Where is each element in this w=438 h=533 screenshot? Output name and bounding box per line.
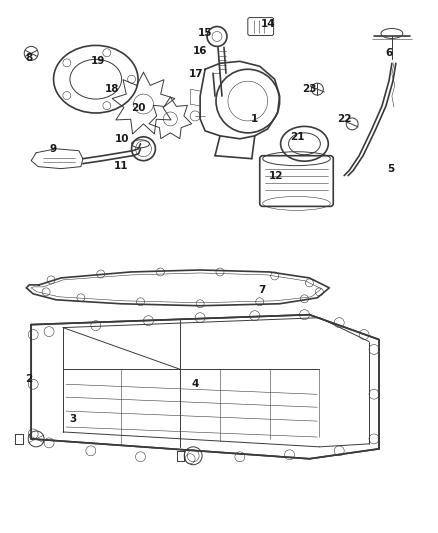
Text: 8: 8 bbox=[25, 53, 33, 63]
Text: 7: 7 bbox=[258, 285, 265, 295]
Text: 14: 14 bbox=[260, 19, 275, 29]
Text: 4: 4 bbox=[191, 379, 199, 389]
Text: 2: 2 bbox=[25, 374, 33, 384]
Text: 20: 20 bbox=[131, 103, 146, 113]
Text: 10: 10 bbox=[114, 134, 129, 144]
Text: 17: 17 bbox=[189, 69, 204, 79]
Text: 6: 6 bbox=[385, 49, 392, 58]
Text: 23: 23 bbox=[302, 84, 317, 94]
Text: 18: 18 bbox=[104, 84, 119, 94]
Text: 15: 15 bbox=[198, 28, 212, 38]
Text: 22: 22 bbox=[337, 114, 351, 124]
Text: 1: 1 bbox=[251, 114, 258, 124]
Text: 21: 21 bbox=[290, 132, 305, 142]
Text: 9: 9 bbox=[49, 144, 57, 154]
Text: 19: 19 bbox=[91, 56, 105, 66]
Text: 3: 3 bbox=[69, 414, 77, 424]
Text: 12: 12 bbox=[268, 171, 283, 181]
Text: 16: 16 bbox=[193, 46, 207, 56]
Text: 5: 5 bbox=[387, 164, 395, 174]
Text: 11: 11 bbox=[113, 160, 128, 171]
